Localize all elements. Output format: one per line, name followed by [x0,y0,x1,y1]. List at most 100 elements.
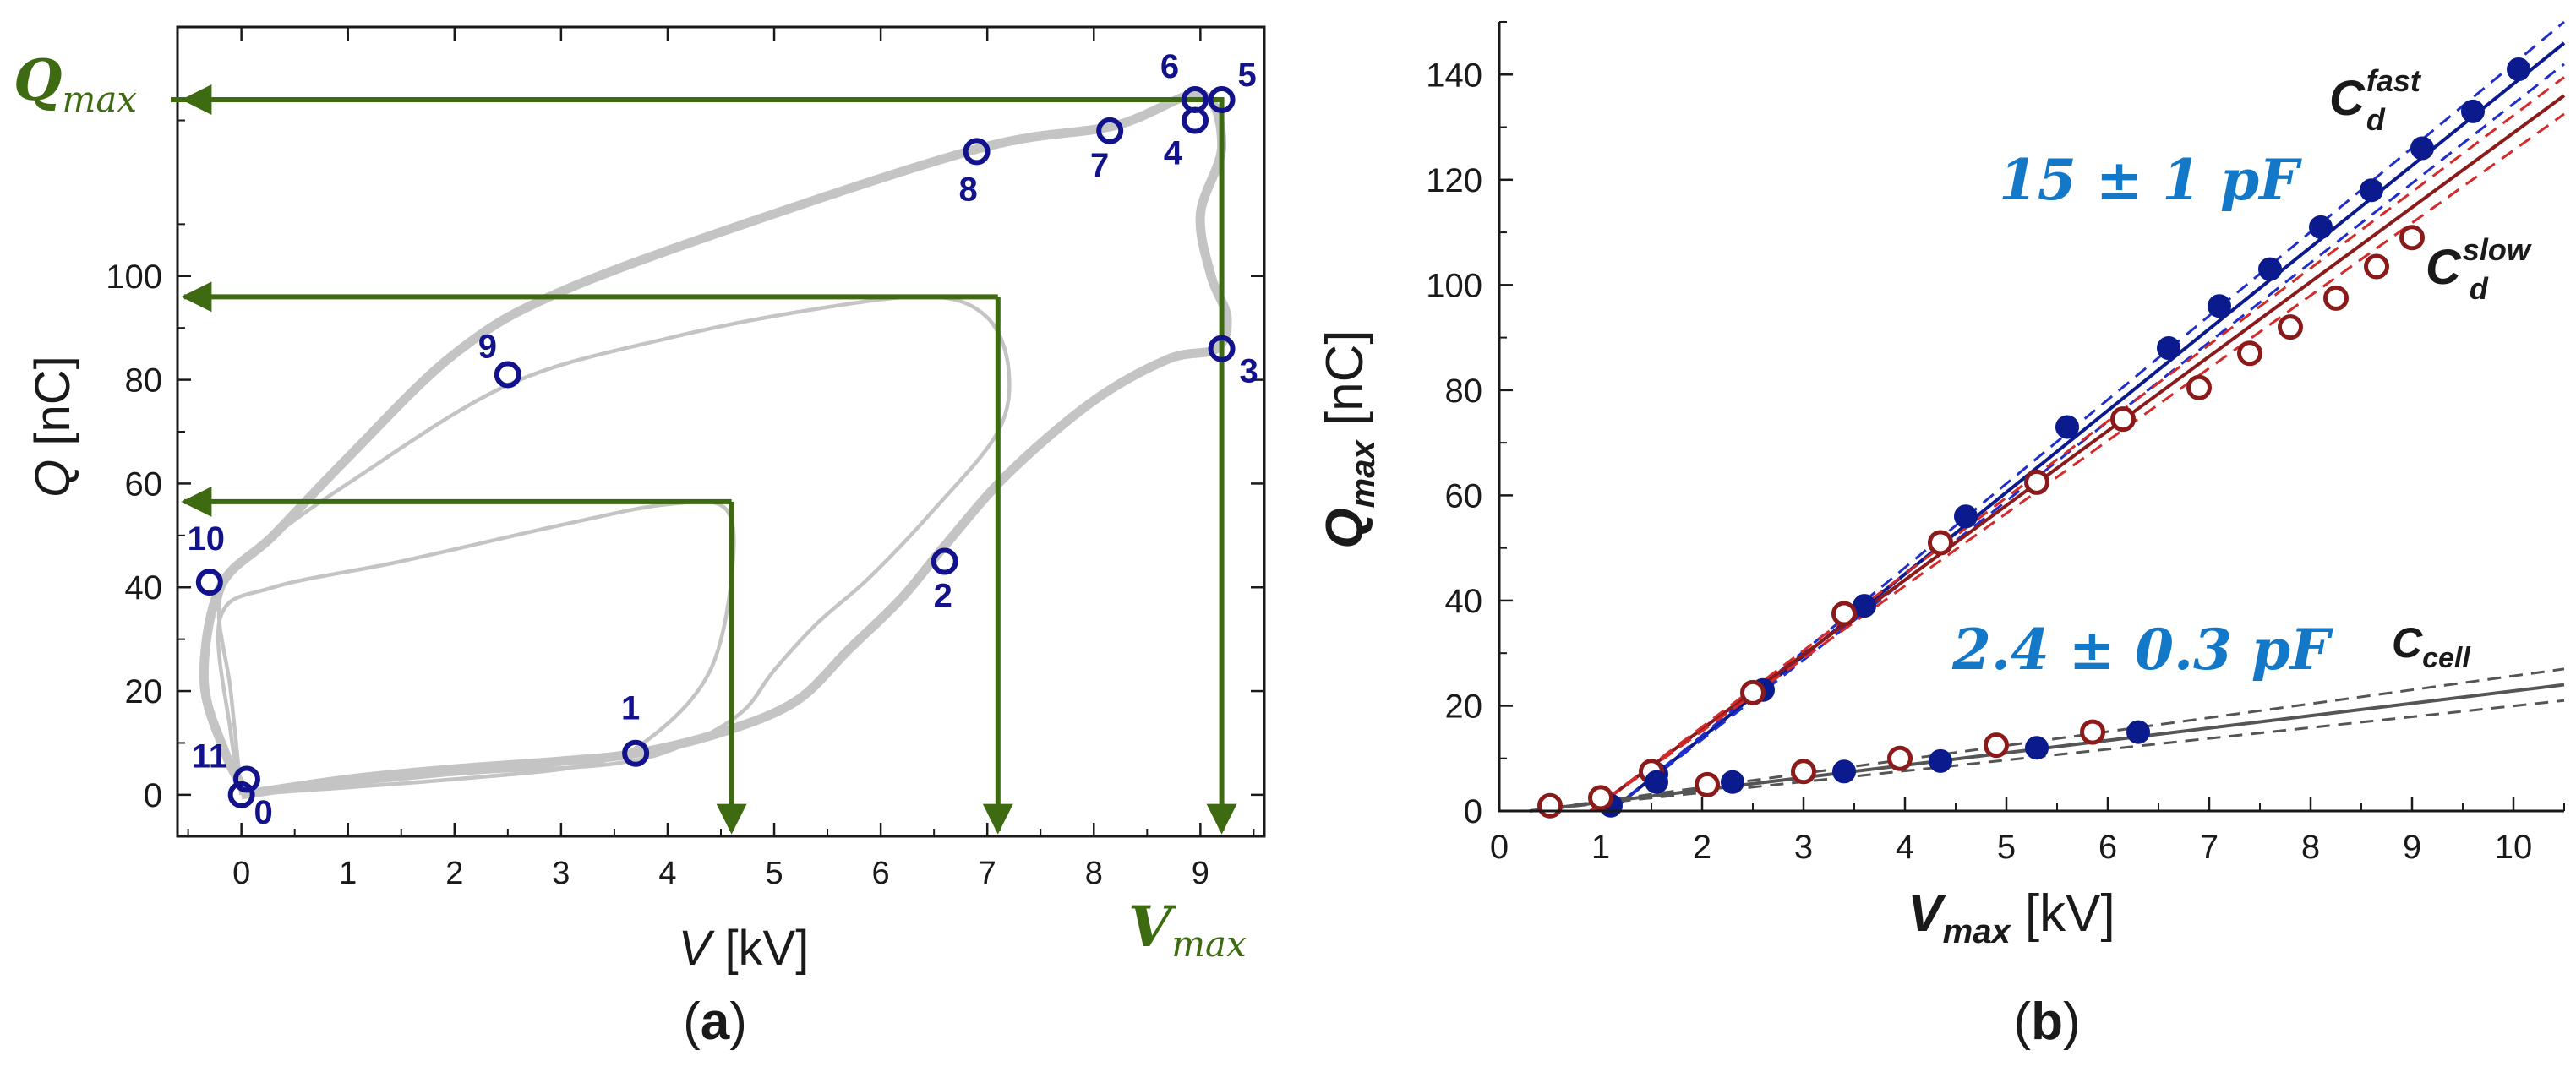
data-point-fast [2055,415,2079,439]
data-point-slow [2364,253,2389,280]
state-point-6 [1182,85,1209,113]
panel-b-xtick-label: 4 [1896,829,1914,866]
panel-b-ytick-label: 0 [1464,793,1482,830]
panel-a-ytick-label: 100 [106,258,162,296]
data-point-fast [2309,215,2333,239]
qmax-label: Qmax [14,47,137,120]
panel-a-xtick-label: 3 [552,856,570,891]
panel-b-ytick-label: 80 [1445,373,1483,410]
fit-band-lower-2 [1590,112,2565,813]
state-label-6: 6 [1160,48,1179,85]
data-point-slow [1740,679,1766,705]
state-point-1 [622,739,650,767]
panel-a-ytick-label: 0 [144,777,162,814]
data-point-slow [1984,732,2009,759]
state-label-0: 0 [254,794,273,831]
state-label-8: 8 [958,171,977,208]
panel-a-caption: (a) [683,993,747,1051]
panel-b-ytick-label: 140 [1426,57,1482,94]
state-point-9 [494,361,521,389]
data-point-fast [1645,770,1668,794]
panel-b-xtick-label: 0 [1490,829,1509,866]
state-point-11 [232,765,260,793]
panel-a-xlabel: V [kV] [679,921,810,976]
data-point-fast [1832,759,1856,784]
label-cd-slow: Cslow d [2426,232,2532,306]
data-point-slow [2323,285,2349,311]
data-point-slow [1831,601,1857,627]
data-point-fast [1721,770,1744,794]
data-point-fast [2208,294,2231,318]
data-point-fast [2157,336,2180,361]
data-point-slow [2110,406,2136,433]
panel-a-ytick-label: 40 [125,569,163,607]
panel-a-xtick-label: 1 [339,856,357,891]
state-point-5 [1208,85,1236,113]
panel-b-xtick-label: 3 [1794,829,1813,866]
data-point-fast [2025,736,2049,760]
state-label-4: 4 [1164,135,1183,172]
data-point-slow [2024,469,2049,495]
data-point-slow [1695,771,1720,797]
label-cd-fast: Cfast d [2329,63,2422,137]
data-point-slow [1537,792,1563,819]
panel-a-loops [199,90,1232,800]
data-point-slow [2186,374,2212,400]
state-label-11: 11 [192,737,227,775]
panel-b-xtick-label: 5 [1997,829,2016,866]
state-label-10: 10 [188,520,226,558]
data-point-fast [2126,720,2150,744]
state-point-8 [963,138,991,166]
panel-b-xtick-label: 2 [1693,829,1711,866]
state-label-3: 3 [1239,353,1258,390]
panel-a-xtick-label: 2 [445,856,463,891]
panel-b-ytick-label: 60 [1445,477,1483,514]
data-point-slow [2080,719,2105,745]
label-c-cell: Ccell [2392,619,2471,674]
vmax-label: Vmax [1128,894,1247,965]
panel-a-ytick-label: 20 [125,673,163,710]
panel-b-xtick-label: 9 [2403,829,2421,866]
panel-b-ytick-label: 40 [1445,583,1483,620]
data-point-fast [1929,748,1952,773]
hysteresis-loop-1 [199,90,1232,800]
data-point-slow [2237,340,2262,367]
annotation-cell-capacitance: 2.4 ± 0.3 pF [1951,617,2333,683]
data-point-fast [2507,57,2530,82]
panel-b-caption: (b) [2013,993,2080,1051]
data-point-fast [2410,136,2434,161]
state-point-10 [195,569,223,596]
state-label-1: 1 [621,690,640,727]
data-point-slow [1928,530,1953,556]
data-point-slow [1588,785,1613,811]
state-point-3 [1208,335,1236,362]
data-point-slow [2399,225,2425,251]
panel-b-ytick-label: 20 [1445,688,1483,725]
data-point-fast [1954,504,1978,529]
panel-a-ytick-label: 60 [125,465,163,503]
panel-a-xtick-label: 9 [1192,856,1209,891]
data-point-fast [2360,178,2383,203]
panel-a-xtick-label: 7 [979,856,996,891]
panel-b-fits [1529,20,2566,813]
state-point-2 [931,547,958,575]
panel-b-ytick-label: 120 [1426,162,1482,199]
state-label-9: 9 [478,328,497,365]
data-point-fast [2258,257,2282,281]
panel-a-ylabel: Q [nC] [25,356,80,498]
fit-band-lower-3 [1529,699,2565,813]
panel-a-xtick-label: 4 [658,856,676,891]
panel-b-xtick-label: 10 [2495,829,2533,866]
panel-b-xlabel: Vmax [kV] [1907,884,2115,950]
panel-a-arrows [171,84,1237,835]
panel-b-xtick-label: 6 [2098,829,2117,866]
annotation-fast-capacitance: 15 ± 1 pF [1999,147,2302,213]
hysteresis-loop-2 [216,294,1012,797]
state-label-2: 2 [934,578,952,615]
panel-a-ytick-label: 80 [125,362,163,400]
panel-b-ytick-label: 100 [1426,267,1482,304]
fit-band-upper-3 [1529,667,2565,813]
panel-a-xtick-label: 5 [765,856,783,891]
